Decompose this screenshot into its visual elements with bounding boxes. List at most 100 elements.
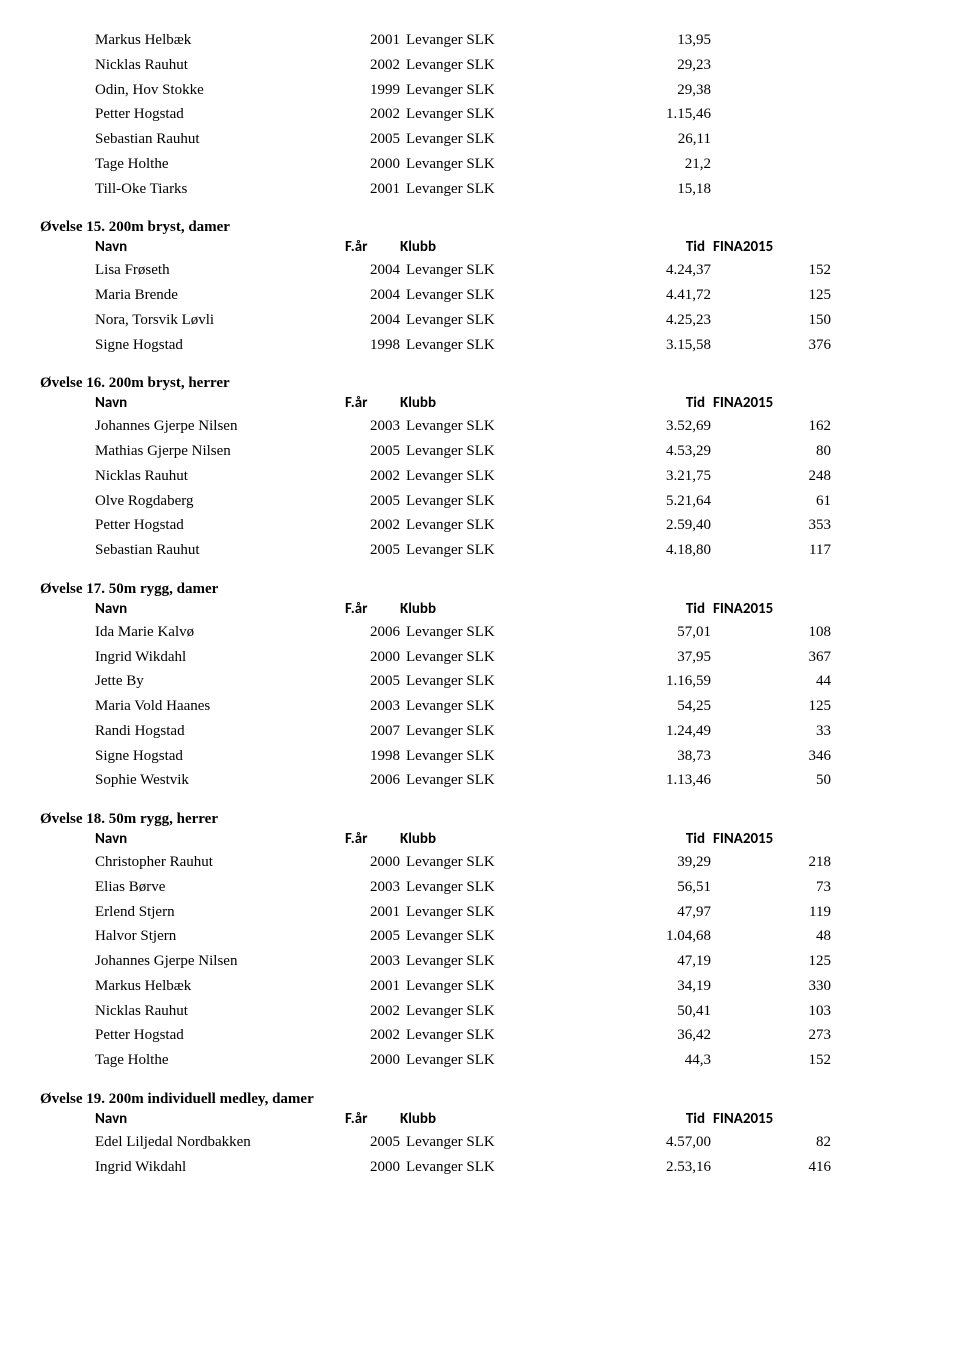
- cell-klubb: Levanger SLK: [406, 949, 616, 974]
- cell-tid: 4.18,80: [616, 538, 711, 563]
- header-name: Navn: [40, 238, 345, 256]
- table-row: Tage Holthe2000Levanger SLK21,2: [40, 152, 870, 177]
- table-row: Markus Helbæk2001Levanger SLK34,19330: [40, 974, 870, 999]
- section-title: Øvelse 19. 200m individuell medley, dame…: [40, 1091, 870, 1108]
- cell-name: Petter Hogstad: [40, 1023, 345, 1048]
- cell-name: Markus Helbæk: [40, 28, 345, 53]
- table-row: Maria Brende2004Levanger SLK4.41,72125: [40, 283, 870, 308]
- cell-name: Erlend Stjern: [40, 900, 345, 925]
- cell-tid: 57,01: [616, 620, 711, 645]
- cell-tid: 1.04,68: [616, 924, 711, 949]
- cell-klubb: Levanger SLK: [406, 620, 616, 645]
- cell-tid: 4.24,37: [616, 258, 711, 283]
- cell-fina: 218: [711, 850, 831, 875]
- cell-name: Olve Rogdaberg: [40, 489, 345, 514]
- cell-year: 2007: [345, 719, 406, 744]
- cell-klubb: Levanger SLK: [406, 513, 616, 538]
- table-header-row: NavnF.årKlubbTidFINA2015: [40, 238, 870, 256]
- table-row: Ingrid Wikdahl2000Levanger SLK2.53,16416: [40, 1155, 870, 1180]
- table-row: Nicklas Rauhut2002Levanger SLK50,41103: [40, 999, 870, 1024]
- cell-name: Randi Hogstad: [40, 719, 345, 744]
- cell-year: 2004: [345, 283, 406, 308]
- cell-tid: 29,38: [616, 78, 711, 103]
- cell-fina: 103: [711, 999, 831, 1024]
- cell-klubb: Levanger SLK: [406, 719, 616, 744]
- cell-tid: 4.41,72: [616, 283, 711, 308]
- cell-name: Lisa Frøseth: [40, 258, 345, 283]
- section-title: Øvelse 15. 200m bryst, damer: [40, 219, 870, 236]
- table-row: Nicklas Rauhut2002Levanger SLK3.21,75248: [40, 464, 870, 489]
- header-fina: FINA2015: [705, 1110, 825, 1128]
- cell-name: Johannes Gjerpe Nilsen: [40, 949, 345, 974]
- header-tid: Tid: [610, 600, 705, 618]
- cell-tid: 39,29: [616, 850, 711, 875]
- cell-tid: 4.57,00: [616, 1130, 711, 1155]
- cell-year: 2005: [345, 538, 406, 563]
- cell-klubb: Levanger SLK: [406, 333, 616, 358]
- table-row: Markus Helbæk2001Levanger SLK13,95: [40, 28, 870, 53]
- cell-fina: 152: [711, 1048, 831, 1073]
- cell-fina: 367: [711, 645, 831, 670]
- cell-year: 2001: [345, 900, 406, 925]
- cell-klubb: Levanger SLK: [406, 1023, 616, 1048]
- table-row: Erlend Stjern2001Levanger SLK47,97119: [40, 900, 870, 925]
- cell-klubb: Levanger SLK: [406, 308, 616, 333]
- table-row: Ida Marie Kalvø2006Levanger SLK57,01108: [40, 620, 870, 645]
- header-year: F.år: [345, 394, 400, 412]
- cell-klubb: Levanger SLK: [406, 78, 616, 103]
- cell-tid: 50,41: [616, 999, 711, 1024]
- cell-year: 2002: [345, 53, 406, 78]
- table-row: Nicklas Rauhut2002Levanger SLK29,23: [40, 53, 870, 78]
- cell-klubb: Levanger SLK: [406, 768, 616, 793]
- cell-name: Edel Liljedal Nordbakken: [40, 1130, 345, 1155]
- cell-tid: 26,11: [616, 127, 711, 152]
- cell-tid: 47,19: [616, 949, 711, 974]
- cell-name: Johannes Gjerpe Nilsen: [40, 414, 345, 439]
- cell-tid: 36,42: [616, 1023, 711, 1048]
- cell-klubb: Levanger SLK: [406, 414, 616, 439]
- header-year: F.år: [345, 600, 400, 618]
- cell-klubb: Levanger SLK: [406, 464, 616, 489]
- cell-tid: 5.21,64: [616, 489, 711, 514]
- table-row: Till-Oke Tiarks2001Levanger SLK15,18: [40, 177, 870, 202]
- table-row: Tage Holthe2000Levanger SLK44,3152: [40, 1048, 870, 1073]
- cell-name: Elias Børve: [40, 875, 345, 900]
- cell-year: 2005: [345, 127, 406, 152]
- cell-tid: 47,97: [616, 900, 711, 925]
- cell-name: Odin, Hov Stokke: [40, 78, 345, 103]
- cell-fina: 273: [711, 1023, 831, 1048]
- cell-year: 2000: [345, 850, 406, 875]
- cell-name: Christopher Rauhut: [40, 850, 345, 875]
- header-tid: Tid: [610, 238, 705, 256]
- cell-name: Sebastian Rauhut: [40, 127, 345, 152]
- cell-year: 2001: [345, 974, 406, 999]
- table-header-row: NavnF.årKlubbTidFINA2015: [40, 830, 870, 848]
- cell-klubb: Levanger SLK: [406, 1155, 616, 1180]
- cell-klubb: Levanger SLK: [406, 669, 616, 694]
- cell-name: Jette By: [40, 669, 345, 694]
- cell-tid: 1.24,49: [616, 719, 711, 744]
- cell-year: 2003: [345, 949, 406, 974]
- cell-fina: 376: [711, 333, 831, 358]
- cell-tid: 3.21,75: [616, 464, 711, 489]
- table-row: Elias Børve2003Levanger SLK56,5173: [40, 875, 870, 900]
- table-row: Nora, Torsvik Løvli2004Levanger SLK4.25,…: [40, 308, 870, 333]
- table-row: Ingrid Wikdahl2000Levanger SLK37,95367: [40, 645, 870, 670]
- cell-klubb: Levanger SLK: [406, 1130, 616, 1155]
- header-year: F.år: [345, 1110, 400, 1128]
- cell-tid: 21,2: [616, 152, 711, 177]
- cell-tid: 34,19: [616, 974, 711, 999]
- table-row: Edel Liljedal Nordbakken2005Levanger SLK…: [40, 1130, 870, 1155]
- cell-fina: 248: [711, 464, 831, 489]
- cell-name: Halvor Stjern: [40, 924, 345, 949]
- cell-tid: 13,95: [616, 28, 711, 53]
- cell-name: Petter Hogstad: [40, 513, 345, 538]
- cell-year: 2001: [345, 28, 406, 53]
- header-klubb: Klubb: [400, 600, 610, 618]
- cell-year: 2002: [345, 102, 406, 127]
- cell-tid: 4.53,29: [616, 439, 711, 464]
- cell-year: 2002: [345, 513, 406, 538]
- table-row: Sophie Westvik2006Levanger SLK1.13,4650: [40, 768, 870, 793]
- table-row: Johannes Gjerpe Nilsen2003Levanger SLK3.…: [40, 414, 870, 439]
- cell-klubb: Levanger SLK: [406, 694, 616, 719]
